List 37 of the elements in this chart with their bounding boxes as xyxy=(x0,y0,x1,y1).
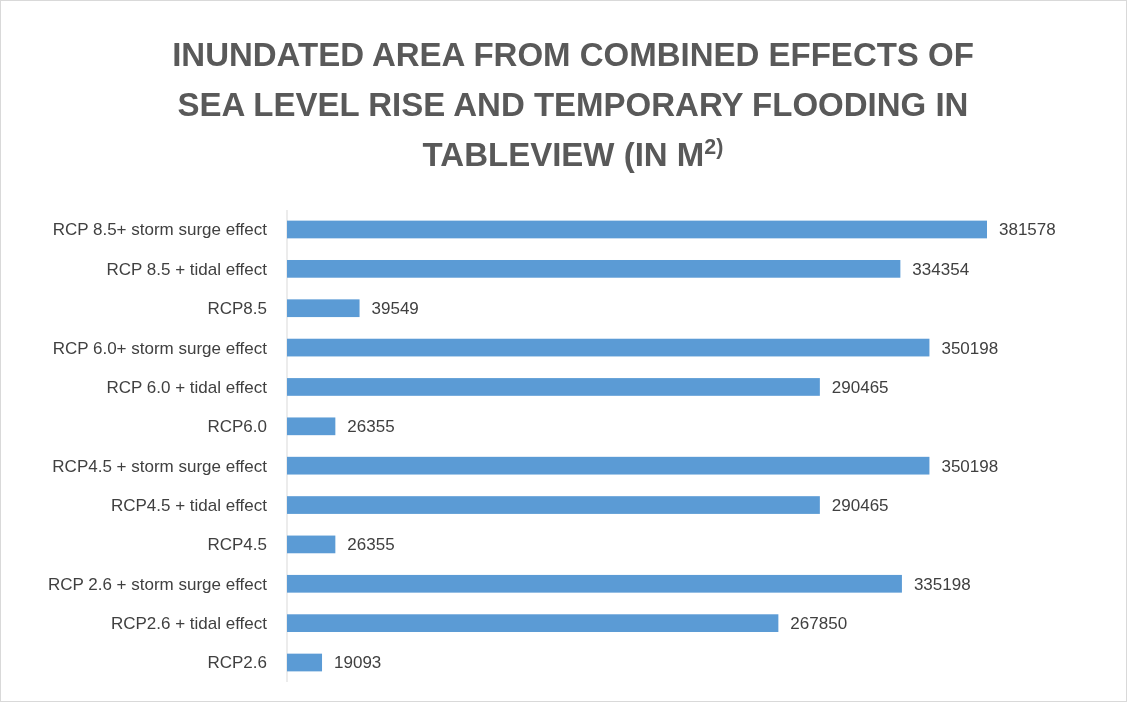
data-label: 19093 xyxy=(334,653,382,673)
y-tick-label: RCP 6.0+ storm surge effect xyxy=(52,338,268,358)
bar xyxy=(287,614,779,632)
y-tick-label: RCP2.6 xyxy=(207,653,267,673)
bar xyxy=(287,653,323,672)
y-tick-label: RCP2.6 + tidal effect xyxy=(110,614,268,634)
y-tick-label: RCP6.0 xyxy=(207,417,267,437)
bar xyxy=(287,417,336,436)
y-tick-label: RCP8.5 xyxy=(207,299,267,319)
data-label: 39549 xyxy=(371,299,419,319)
data-label: 26355 xyxy=(347,535,395,555)
bar xyxy=(287,456,930,475)
data-label: 334354 xyxy=(912,259,970,279)
bar xyxy=(287,338,930,357)
data-label: 335198 xyxy=(913,574,971,594)
data-label: 290465 xyxy=(831,377,889,397)
y-tick-label: RCP 2.6 + storm surge effect xyxy=(47,574,268,594)
y-tick-label: RCP 8.5+ storm surge effect xyxy=(52,220,268,240)
bar xyxy=(287,496,820,514)
bar xyxy=(287,260,901,278)
bar xyxy=(287,299,360,318)
data-label: 26355 xyxy=(347,417,395,437)
y-tick-label: RCP4.5 + storm surge effect xyxy=(52,456,268,476)
data-label: 350198 xyxy=(941,338,999,358)
data-label: 350198 xyxy=(941,456,999,476)
data-label: 290465 xyxy=(831,496,889,515)
y-tick-label: RCP 6.0 + tidal effect xyxy=(106,377,268,397)
bar xyxy=(287,535,336,554)
bar xyxy=(287,220,987,239)
bar xyxy=(287,574,902,593)
chart-title: INUNDATED AREA FROM COMBINED EFFECTS OF SEA LEVEL RISE AND TEMPORARY FLOODING IN TABLEVIEW (IN M$^{2)}$ xyxy=(172,36,974,173)
y-tick-label: RCP4.5 + tidal effect xyxy=(110,496,268,515)
y-tick-label: RCP4.5 xyxy=(207,535,267,555)
data-label: 267850 xyxy=(790,614,848,634)
bar xyxy=(287,378,820,396)
data-label: 381578 xyxy=(999,220,1056,240)
y-tick-label: RCP 8.5 + tidal effect xyxy=(106,259,268,279)
